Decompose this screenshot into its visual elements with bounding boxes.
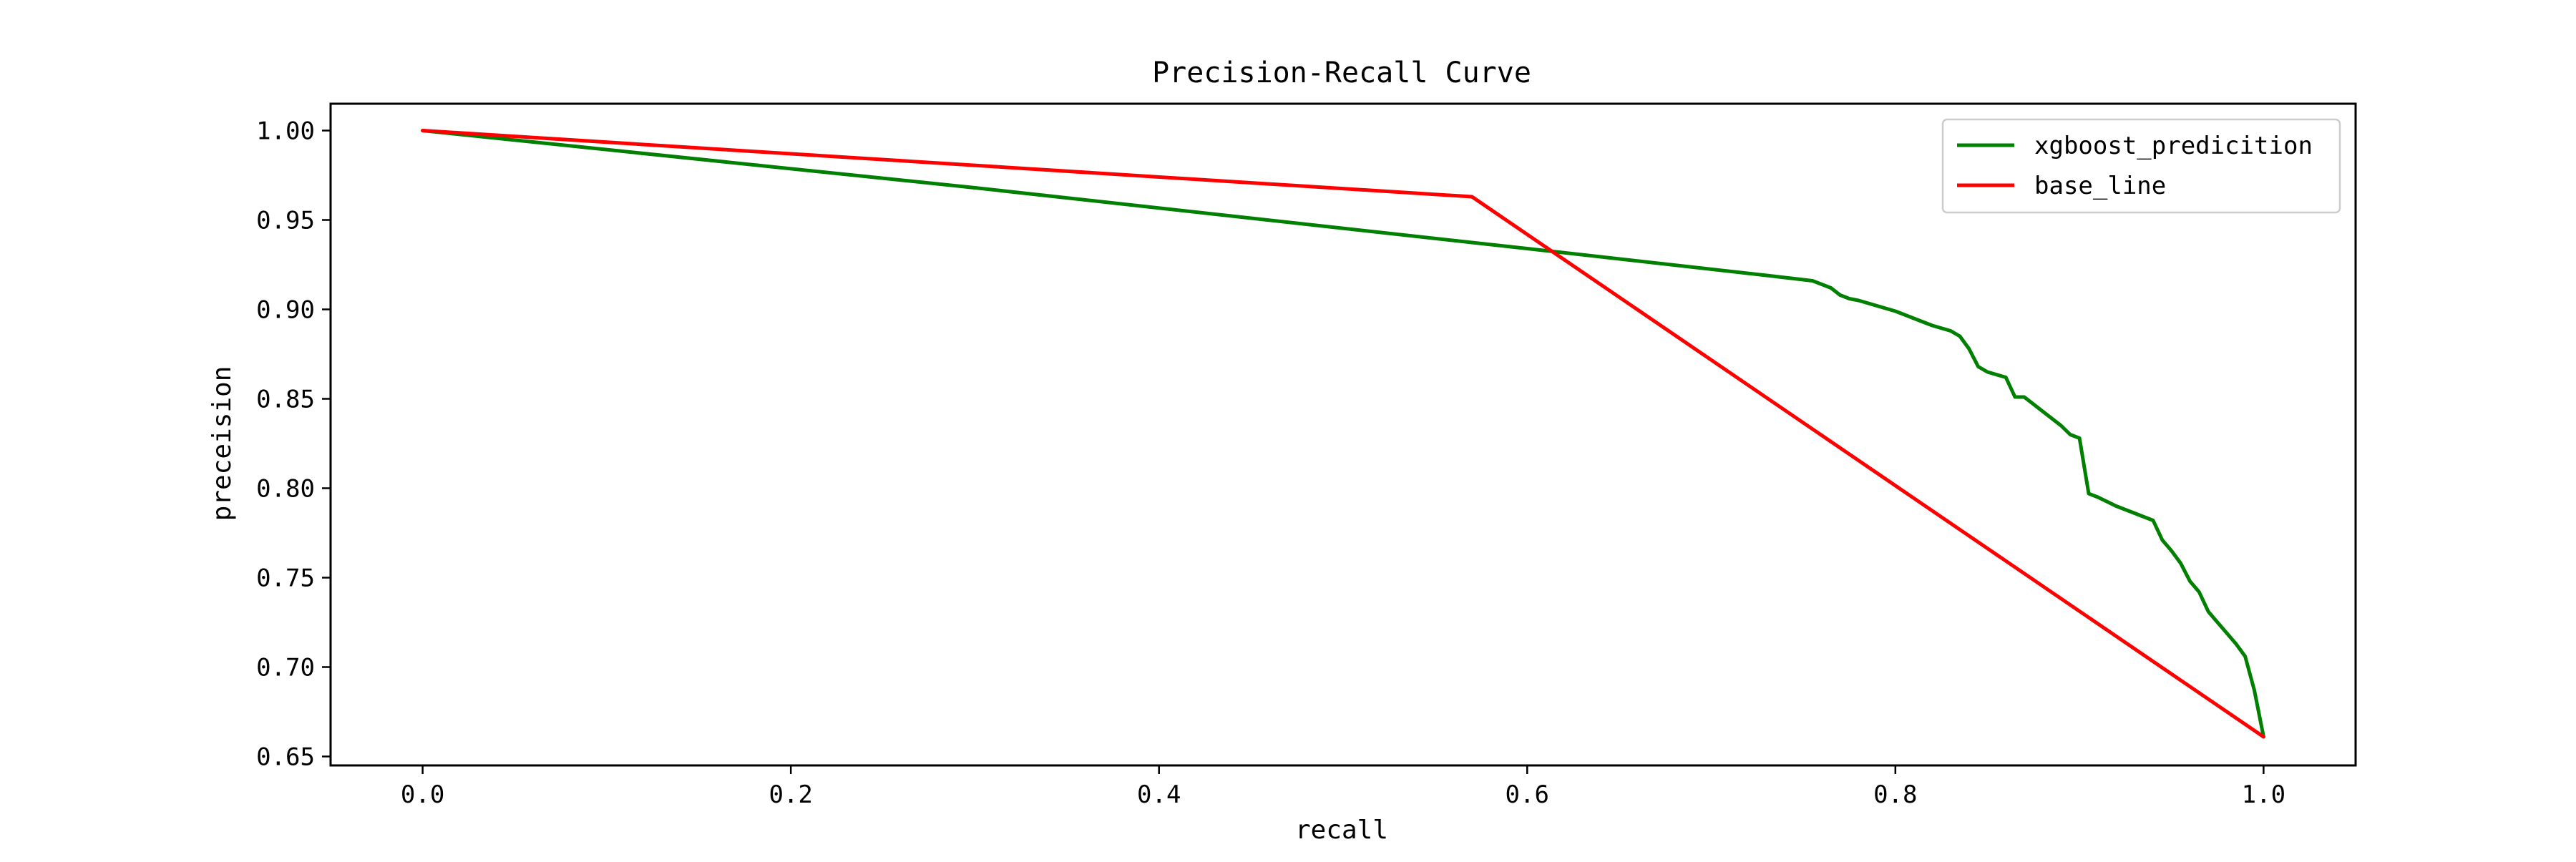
legend-box (1941, 118, 2341, 214)
series-line-xgboost-predicition (421, 129, 2265, 739)
y-tick-label: 0.85 (256, 386, 315, 414)
y-tick-label: 0.80 (256, 475, 315, 504)
legend: xgboost_predicition base_line (1941, 118, 2341, 214)
x-tick-label: 0.4 (1137, 780, 1181, 809)
x-axis-label: recall (1295, 816, 1388, 845)
x-tick-label: 0.0 (401, 780, 444, 809)
y-tick-label: 0.90 (256, 296, 315, 325)
plot-frame (329, 102, 2357, 767)
legend-label-xgboost-predicition: xgboost_predicition (2034, 132, 2313, 160)
y-tick-label: 0.75 (256, 564, 315, 593)
x-tick-label: 0.8 (1873, 780, 1917, 809)
x-tick-label: 1.0 (2242, 780, 2285, 809)
series-line-base-line (421, 129, 2265, 739)
y-tick-label: 1.00 (256, 117, 315, 146)
y-tick-label: 0.65 (256, 743, 315, 772)
chart-title: Precision-Recall Curve (1152, 57, 1531, 89)
x-tick-label: 0.6 (1506, 780, 1549, 809)
legend-label-base-line: base_line (2034, 172, 2166, 200)
y-tick-label: 0.70 (256, 654, 315, 682)
x-tick-label: 0.2 (769, 780, 812, 809)
plot-area: 0.0 0.2 0.4 0.6 0.8 1.0 0.65 0.70 0.75 0.80 0.85 0.… (256, 102, 2357, 809)
y-axis-label: preceision (208, 366, 237, 521)
y-tick-label: 0.95 (256, 207, 315, 235)
